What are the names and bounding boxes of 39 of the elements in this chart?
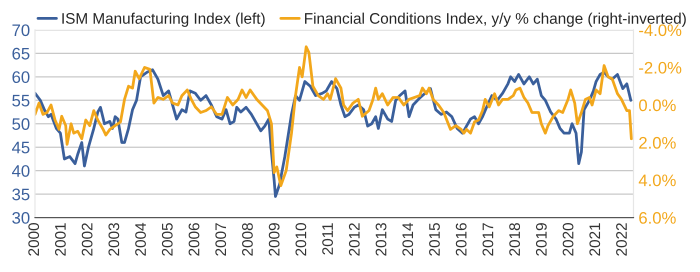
x-tick-label: 2016 (456, 223, 467, 256)
x-tick-label: 2004 (135, 222, 146, 256)
y-tick-label: 50 (12, 118, 30, 130)
x-tick-label: 2005 (162, 223, 173, 256)
x-tick-label: 2017 (482, 223, 494, 256)
y2-tick-label: 2.0% (639, 136, 676, 149)
x-tick-label: 2011 (322, 223, 334, 255)
x-tick-label: 2010 (295, 223, 306, 256)
x-tick-label: 2013 (376, 223, 386, 256)
x-tick-label: 2003 (108, 223, 120, 256)
x-tick-label: 2006 (188, 223, 200, 256)
y-tick-label: 45 (12, 142, 30, 154)
x-tick-label: 2012 (348, 223, 360, 256)
y-tick-label: 60 (12, 71, 30, 84)
legend-label: ISM Manufacturing Index (left) (62, 12, 265, 27)
x-tick-label: 2002 (82, 223, 93, 256)
x-tick-label: 2015 (429, 223, 440, 256)
x-tick-label: 2022 (616, 223, 627, 256)
x-tick-label: 2008 (242, 223, 253, 256)
x-tick-label: 2001 (55, 223, 66, 256)
y-tick-label: 40 (12, 165, 30, 177)
x-tick-label: 2000 (28, 223, 40, 256)
x-tick-label: 2021 (589, 223, 600, 256)
x-tick-label: 2009 (268, 223, 280, 256)
x-tick-label: 2020 (562, 223, 574, 256)
x-tick-label: 2007 (215, 223, 226, 256)
line-series (35, 45, 633, 188)
y2-tick-label: -2.0% (639, 62, 682, 74)
y2-tick-label: 0.0% (639, 99, 676, 112)
y-tick-label: 55 (12, 94, 30, 107)
x-tick-label: 2014 (402, 222, 414, 256)
y-tick-label: 70 (12, 24, 30, 36)
y2-tick-label: 4.0% (638, 174, 676, 186)
x-tick-label: 2019 (536, 223, 547, 256)
y2-tick-label: 6.0% (639, 212, 676, 224)
x-tick-label: 2018 (509, 223, 520, 256)
y-tick-label: 65 (12, 48, 30, 60)
y-tick-label: 30 (12, 212, 30, 224)
y-tick-label: 35 (12, 188, 30, 200)
